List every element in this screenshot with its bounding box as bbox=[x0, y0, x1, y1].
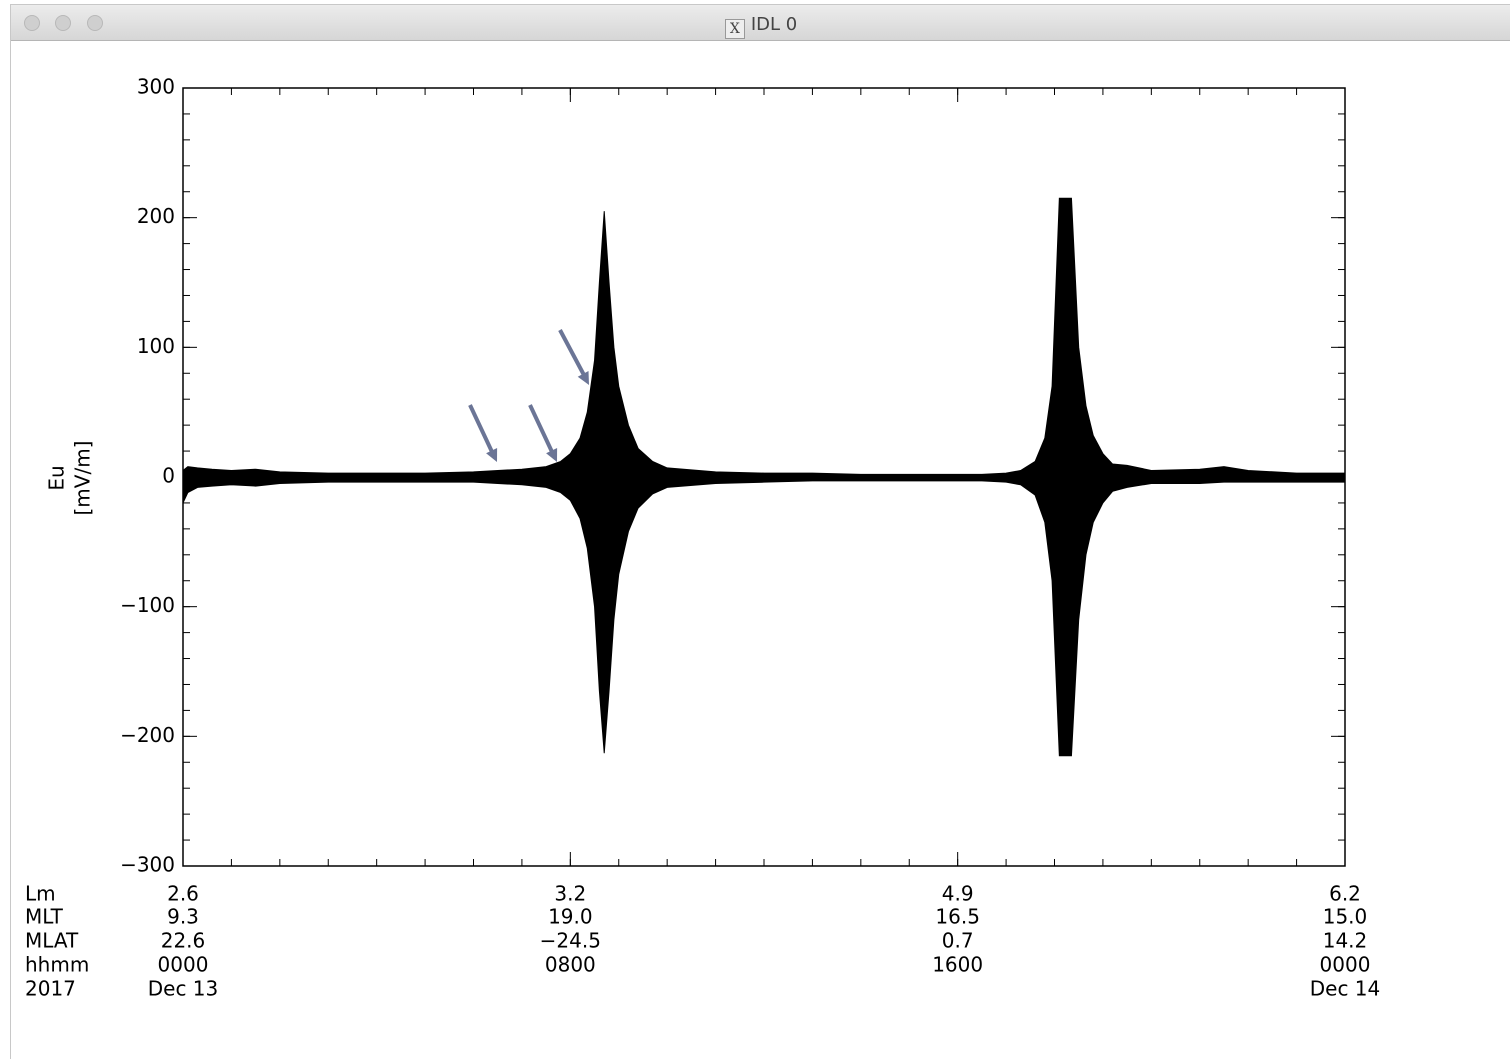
arrow-shaft bbox=[468, 404, 495, 455]
x-row-label: 14.2 bbox=[1323, 929, 1368, 953]
signal-envelope bbox=[182, 197, 1346, 478]
x-tick-label: 0000 bbox=[158, 953, 209, 977]
x-row-label: 15.0 bbox=[1323, 905, 1368, 929]
signal-envelope bbox=[182, 476, 1346, 757]
x-row-label: −24.5 bbox=[540, 929, 601, 953]
x-row-label: 22.6 bbox=[161, 929, 206, 953]
y-tick-label: 100 bbox=[137, 334, 175, 358]
x11-icon: X bbox=[724, 19, 745, 39]
arrow bbox=[468, 404, 498, 462]
row-name: MLT bbox=[25, 905, 64, 929]
x-row-label: 3.2 bbox=[554, 882, 586, 906]
title-bar: X IDL 0 bbox=[11, 5, 1510, 41]
x-row-label: 0.7 bbox=[942, 929, 974, 953]
zoom-button[interactable] bbox=[87, 15, 103, 31]
close-button[interactable] bbox=[24, 15, 40, 31]
date-label: Dec 13 bbox=[148, 977, 219, 1001]
x-row-label: 6.2 bbox=[1329, 882, 1361, 906]
x-row-label: 4.9 bbox=[942, 882, 974, 906]
arrow-head bbox=[577, 371, 589, 385]
arrow bbox=[558, 329, 589, 385]
arrow-shaft bbox=[558, 329, 587, 378]
x-row-label: 19.0 bbox=[548, 905, 593, 929]
y-tick-label: −300 bbox=[120, 853, 175, 877]
y-tick-label: −100 bbox=[120, 593, 175, 617]
x-row-label: 9.3 bbox=[167, 905, 199, 929]
date-label: Dec 14 bbox=[1310, 977, 1381, 1001]
y-axis-label: Eu bbox=[45, 465, 69, 490]
y-tick-label: 200 bbox=[137, 204, 175, 228]
x-tick-label: 0000 bbox=[1320, 953, 1371, 977]
y-tick-label: 0 bbox=[162, 464, 175, 488]
minimize-button[interactable] bbox=[55, 15, 71, 31]
arrow-shaft bbox=[528, 404, 555, 455]
arrow-head bbox=[486, 448, 498, 462]
row-name: 2017 bbox=[25, 977, 76, 1001]
row-name: Lm bbox=[25, 882, 56, 906]
x-row-label: 2.6 bbox=[167, 882, 199, 906]
x-row-label: 16.5 bbox=[935, 905, 980, 929]
x-tick-label: 0800 bbox=[545, 953, 596, 977]
window-title-text: IDL 0 bbox=[750, 14, 798, 35]
x-tick-label: 1600 bbox=[932, 953, 983, 977]
y-axis-units: [mV/m] bbox=[71, 441, 95, 516]
window-title: X IDL 0 bbox=[11, 14, 1510, 39]
row-name: hhmm bbox=[25, 953, 89, 977]
arrow-head bbox=[546, 448, 558, 462]
y-tick-label: 300 bbox=[137, 75, 175, 99]
row-name: MLAT bbox=[25, 929, 79, 953]
y-tick-label: −200 bbox=[120, 723, 175, 747]
window: X IDL 0 bbox=[10, 4, 1510, 1059]
arrow bbox=[528, 404, 558, 462]
